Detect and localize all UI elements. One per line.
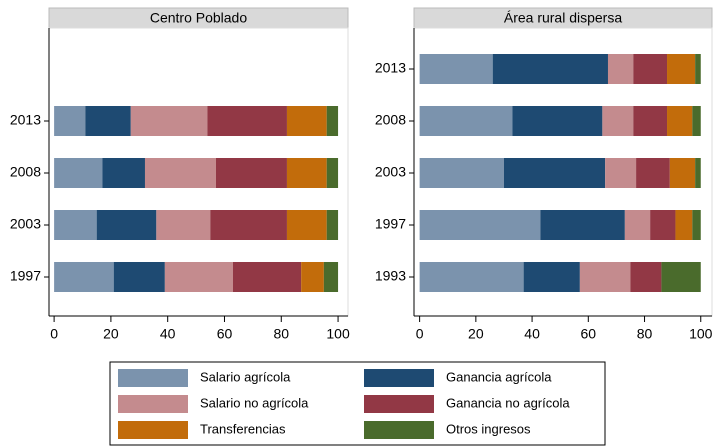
bar-segment [207, 106, 287, 136]
legend-label: Transferencias [200, 421, 286, 436]
bar-segment [286, 210, 327, 240]
bar-segment [419, 158, 504, 188]
x-tick-label: 40 [160, 326, 176, 342]
bar-segment [692, 210, 701, 240]
bar-segment [113, 262, 165, 292]
x-tick-label: 20 [468, 326, 484, 342]
legend-label: Ganancia agrícola [446, 369, 552, 384]
bar-segment [144, 158, 216, 188]
y-tick-label: 1993 [375, 268, 406, 284]
bar-segment [419, 54, 493, 84]
y-tick-label: 2003 [10, 216, 41, 232]
bar-segment [667, 54, 696, 84]
bar-segment [301, 262, 324, 292]
bar-segment [164, 262, 233, 292]
bar-segment [669, 158, 696, 188]
bar-segment [326, 158, 339, 188]
bar-segment [233, 262, 302, 292]
y-tick-label: 2013 [10, 112, 41, 128]
bar-segment [607, 54, 634, 84]
x-tick-label: 100 [689, 326, 713, 342]
bar-segment [579, 262, 631, 292]
x-tick-label: 80 [637, 326, 653, 342]
bar-segment [215, 158, 287, 188]
legend-swatch [364, 395, 434, 413]
bar-segment [286, 106, 327, 136]
x-tick-label: 80 [273, 326, 289, 342]
x-tick-label: 0 [50, 326, 58, 342]
bar-segment [675, 210, 693, 240]
legend-swatch [364, 421, 434, 439]
bar-segment [54, 158, 103, 188]
legend-label: Salario agrícola [200, 369, 291, 384]
bar-segment [130, 106, 208, 136]
bar-segment [512, 106, 603, 136]
bar-segment [695, 158, 701, 188]
bar-segment [492, 54, 608, 84]
bar-segment [602, 106, 634, 136]
legend-box [109, 361, 606, 446]
legend-swatch [364, 369, 434, 387]
x-tick-label: 60 [581, 326, 597, 342]
x-tick-label: 40 [524, 326, 540, 342]
bar-segment [85, 106, 131, 136]
bar-segment [54, 106, 86, 136]
bar-segment [695, 54, 701, 84]
y-tick-label: 2013 [375, 60, 406, 76]
bar-segment [624, 210, 651, 240]
bar-segment [661, 262, 701, 292]
bar-segment [102, 158, 145, 188]
panel-title: Centro Poblado [150, 10, 248, 26]
bar-segment [503, 158, 606, 188]
legend-label: Ganancia no agrícola [446, 395, 570, 410]
x-tick-label: 100 [326, 326, 350, 342]
y-tick-label: 2008 [10, 164, 41, 180]
legend-label: Otros ingresos [446, 421, 531, 436]
bar-segment [667, 106, 693, 136]
bar-segment [605, 158, 637, 188]
x-tick-label: 60 [217, 326, 233, 342]
legend-swatch [118, 421, 188, 439]
bar-segment [633, 54, 668, 84]
panel-title: Área rural dispersa [504, 10, 622, 26]
y-tick-label: 1997 [10, 268, 41, 284]
bar-segment [419, 262, 524, 292]
bar-segment [692, 106, 701, 136]
y-tick-label: 2008 [375, 112, 406, 128]
bar-segment [630, 262, 662, 292]
bar-segment [326, 106, 339, 136]
bar-segment [96, 210, 157, 240]
bar-segment [419, 106, 513, 136]
bar-segment [419, 210, 541, 240]
bar-segment [326, 210, 339, 240]
bar-segment [286, 158, 327, 188]
bar-segment [323, 262, 339, 292]
bar-segment [540, 210, 625, 240]
bar-segment [54, 210, 97, 240]
bar-segment [523, 262, 580, 292]
bar-segment [636, 158, 670, 188]
bar-segment [210, 210, 287, 240]
legend-label: Salario no agrícola [200, 395, 309, 410]
bar-segment [54, 262, 114, 292]
x-tick-label: 20 [103, 326, 119, 342]
legend-swatch [118, 395, 188, 413]
bar-segment [156, 210, 211, 240]
x-tick-label: 0 [416, 326, 424, 342]
y-tick-label: 1997 [375, 216, 406, 232]
y-tick-label: 2003 [375, 164, 406, 180]
legend-swatch [118, 369, 188, 387]
bar-segment [650, 210, 676, 240]
bar-segment [633, 106, 668, 136]
